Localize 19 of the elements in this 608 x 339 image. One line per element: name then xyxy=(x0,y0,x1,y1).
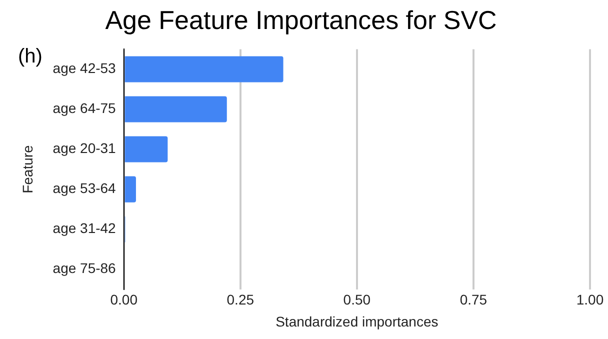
y-tick-label: age 42-53 xyxy=(52,60,116,76)
bar xyxy=(124,56,284,82)
text: (h) xyxy=(18,46,42,68)
y-tick-label: age 75-86 xyxy=(52,260,116,276)
y-tick-label: age 31-42 xyxy=(52,220,116,236)
chart-title: Age Feature Importances for SVC xyxy=(105,4,497,35)
x-tick-label: 0.50 xyxy=(343,292,371,308)
x-tick-label: 1.00 xyxy=(576,292,604,308)
x-tick-label: 0.00 xyxy=(110,292,138,308)
y-tick-label: age 20-31 xyxy=(52,140,116,156)
y-tick-label: age 53-64 xyxy=(52,180,116,196)
bar xyxy=(124,176,136,202)
x-tick-label: 0.75 xyxy=(460,292,488,308)
y-tick-label: age 64-75 xyxy=(52,100,116,116)
bar xyxy=(124,136,168,162)
x-tick-label: 0.25 xyxy=(226,292,254,308)
x-axis-title: Standardized importances xyxy=(276,313,438,330)
bar xyxy=(124,96,227,122)
y-axis-title: Feature xyxy=(19,144,36,194)
